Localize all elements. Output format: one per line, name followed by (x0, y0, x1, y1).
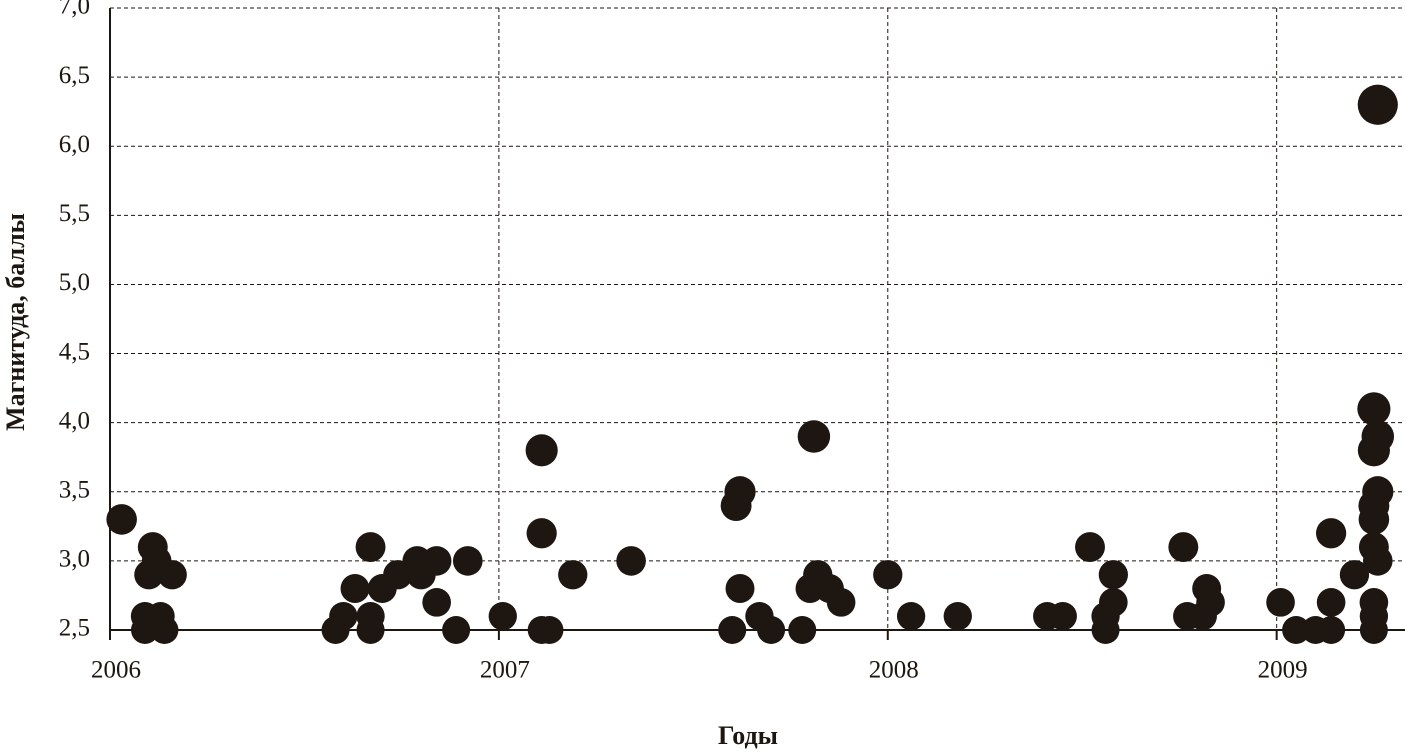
y-tick-label: 3,0 (59, 546, 90, 573)
point (1316, 588, 1346, 617)
point (725, 574, 755, 604)
point (757, 616, 786, 644)
point (558, 560, 588, 590)
point (329, 602, 358, 631)
point (896, 602, 926, 631)
point (452, 546, 483, 576)
point (355, 532, 386, 563)
point (356, 602, 385, 631)
point (1359, 616, 1388, 644)
y-tick-label: 6,5 (59, 62, 90, 89)
point (1098, 560, 1128, 590)
y-tick-label: 6,0 (59, 131, 90, 158)
point (1358, 504, 1390, 535)
y-tick-label: 2,5 (59, 615, 90, 642)
point (106, 504, 137, 535)
point (826, 588, 856, 617)
point (525, 434, 558, 467)
y-tick-label: 4,5 (59, 338, 90, 365)
point (150, 616, 179, 644)
point (157, 560, 187, 590)
y-tick-label: 7,0 (59, 0, 90, 20)
x-tick-label: 2008 (869, 657, 919, 684)
point (442, 616, 471, 644)
point (873, 560, 903, 590)
point (421, 546, 452, 576)
point (1357, 392, 1391, 426)
point (616, 546, 646, 576)
point (724, 476, 756, 508)
point (1075, 532, 1105, 563)
x-axis-title: Годы (718, 721, 778, 750)
y-tick-label: 4,0 (59, 407, 90, 434)
y-tick-label: 5,5 (59, 200, 90, 227)
point (1266, 588, 1295, 617)
point (1357, 84, 1398, 125)
point (1361, 420, 1395, 453)
point (535, 616, 564, 644)
point (1168, 532, 1199, 563)
point (718, 616, 747, 644)
point (1282, 616, 1311, 644)
y-axis-title: Магнитуда, баллы (1, 213, 30, 431)
x-tick-label: 2006 (91, 657, 141, 684)
point (1048, 602, 1077, 631)
x-tick-label: 2007 (480, 657, 530, 684)
point (1099, 588, 1128, 617)
point (488, 602, 517, 631)
point (1317, 616, 1346, 644)
point (1315, 518, 1347, 549)
point (1196, 588, 1225, 617)
x-tick-label: 2009 (1258, 657, 1308, 684)
point (797, 420, 831, 453)
y-tick-label: 3,5 (59, 477, 90, 504)
point (1339, 560, 1370, 590)
point (943, 602, 972, 631)
point (422, 588, 451, 617)
point (526, 518, 557, 549)
point (1362, 546, 1393, 576)
y-tick-label: 5,0 (59, 269, 90, 296)
point (340, 574, 370, 604)
point (788, 616, 817, 644)
